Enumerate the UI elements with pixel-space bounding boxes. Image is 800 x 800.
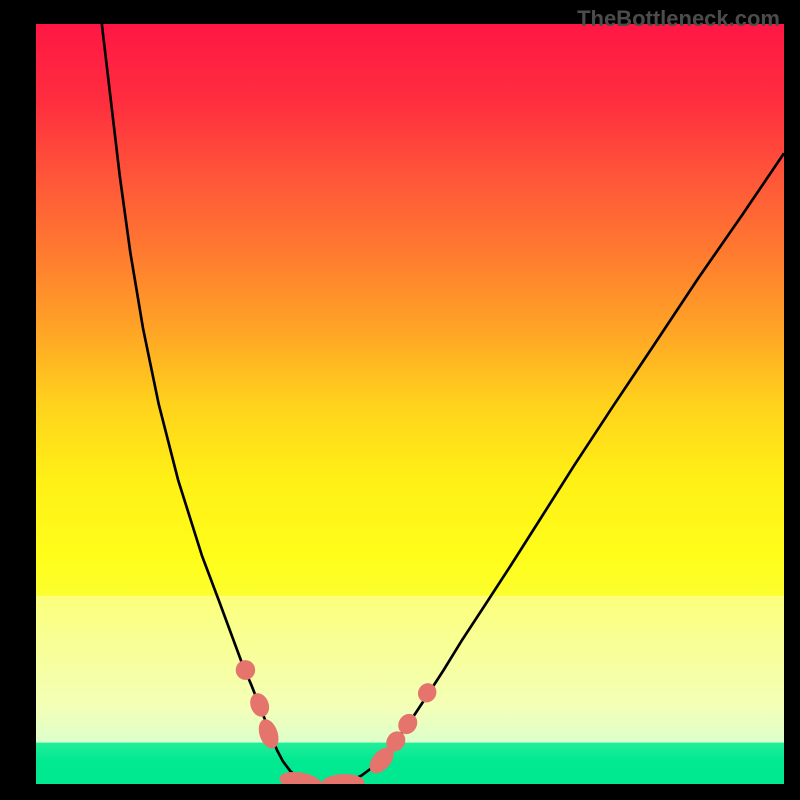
chart-background — [36, 24, 784, 784]
chart-svg — [36, 24, 784, 784]
chart-plot-area — [36, 24, 784, 784]
watermark-label: TheBottleneck.com — [577, 6, 780, 32]
data-marker — [236, 660, 255, 680]
